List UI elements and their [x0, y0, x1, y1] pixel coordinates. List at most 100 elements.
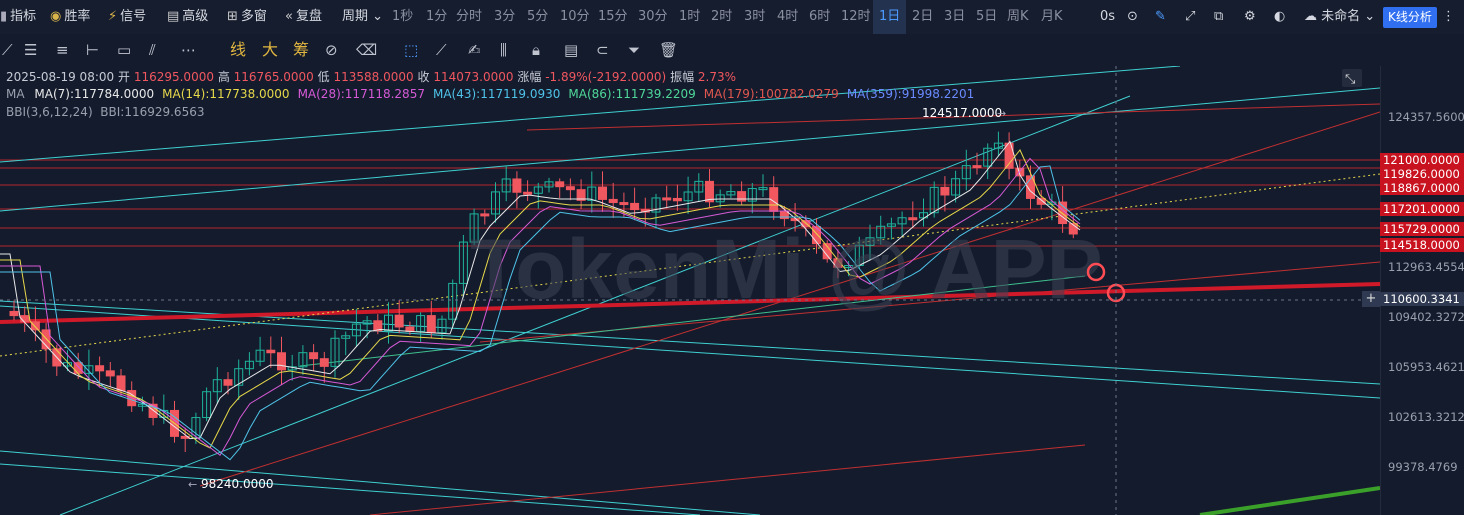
- ma-legend-item: MA(359):91998.2201: [846, 87, 975, 101]
- candle: [565, 178, 575, 201]
- candle: [30, 306, 40, 342]
- chevron-down-icon: ⌄: [372, 9, 384, 24]
- candle: [908, 201, 918, 229]
- candle: [212, 367, 222, 404]
- interval-tab-19[interactable]: 月K: [1041, 9, 1063, 24]
- kline-analysis-button[interactable]: K线分析: [1383, 7, 1437, 28]
- marker-circle: [1086, 262, 1106, 282]
- brush-icon[interactable]: ✍: [468, 41, 481, 59]
- candle: [159, 394, 169, 424]
- level-tag: 115729.0000: [1380, 222, 1464, 236]
- candle: [694, 173, 704, 202]
- more-tools-icon[interactable]: ⋯: [181, 41, 196, 59]
- popout-icon[interactable]: ⧉: [1214, 9, 1224, 24]
- price-axis[interactable]: [1380, 66, 1464, 515]
- ma-legend: MA MA(7):117784.0000 MA(14):117738.0000 MA…: [6, 87, 975, 101]
- pencil-icon[interactable]: ✎: [1155, 9, 1166, 24]
- candle: [619, 192, 629, 218]
- interval-tab-1[interactable]: 1分: [426, 9, 448, 24]
- tool-line[interactable]: 线: [230, 40, 247, 59]
- candle: [1004, 132, 1014, 180]
- gear-icon[interactable]: ⚙: [1244, 9, 1256, 24]
- interval-tab-14[interactable]: 1日: [873, 0, 907, 34]
- multi-window-button[interactable]: ⊞ 多窗: [227, 9, 267, 24]
- horizontal-lines-icon[interactable]: ≡: [56, 41, 69, 59]
- horizontal-segment-icon[interactable]: ⊢: [86, 41, 100, 59]
- interval-tab-13[interactable]: 12时: [841, 9, 871, 24]
- filter-icon[interactable]: ⏷: [628, 41, 641, 59]
- interval-tab-6[interactable]: 15分: [598, 9, 628, 24]
- candle: [533, 182, 543, 209]
- candle: [458, 234, 468, 298]
- candle: [501, 165, 511, 202]
- candle: [448, 279, 458, 328]
- green-line: [1199, 486, 1380, 515]
- rectangle-icon[interactable]: ▭: [117, 41, 132, 59]
- period-dropdown[interactable]: 周期 ⌄: [342, 9, 384, 24]
- advanced-icon: ▤: [167, 9, 180, 24]
- more-icon[interactable]: ⋮: [1442, 9, 1455, 24]
- fullscreen-icon[interactable]: ⤡: [1342, 69, 1362, 87]
- cursor-icon[interactable]: ⬚: [404, 41, 419, 59]
- eraser-icon[interactable]: ⌫: [356, 41, 378, 59]
- trend-line: [526, 103, 1380, 131]
- fib-icon[interactable]: ⫽: [149, 41, 156, 59]
- trash-icon[interactable]: 🗑︎: [659, 41, 679, 59]
- tool-big[interactable]: 大: [262, 40, 279, 59]
- interval-tab-3[interactable]: 3分: [494, 9, 516, 24]
- candle: [341, 331, 351, 356]
- indicators-button[interactable]: ▮ 指标: [0, 9, 37, 24]
- ma-line: [0, 140, 1081, 440]
- rewind-icon: «: [285, 9, 293, 24]
- ruler-icon[interactable]: ⟋: [436, 41, 447, 59]
- interval-tab-11[interactable]: 4时: [777, 9, 799, 24]
- theme-icon[interactable]: ◐: [1274, 9, 1286, 24]
- replay-button[interactable]: «复盘: [285, 9, 322, 24]
- camera-icon[interactable]: ⊙: [1127, 9, 1138, 24]
- swing-high-label: 124517.0000 →: [922, 106, 1006, 120]
- notes-icon[interactable]: ▤: [564, 41, 579, 59]
- interval-tab-7[interactable]: 30分: [638, 9, 668, 24]
- candle: [876, 215, 886, 245]
- interval-tab-10[interactable]: 3时: [744, 9, 766, 24]
- candle: [277, 336, 286, 385]
- interval-tab-15[interactable]: 2日: [912, 9, 934, 24]
- candle: [148, 396, 158, 426]
- add-alert-icon[interactable]: +: [1362, 291, 1380, 307]
- axis-label: 102613.3212: [1388, 410, 1464, 424]
- layout-dropdown[interactable]: ☁ 未命名 ⌄: [1304, 9, 1376, 24]
- interval-tab-18[interactable]: 周K: [1007, 9, 1029, 24]
- dotted-trend-line: [0, 173, 1380, 357]
- ma-legend-item: MA(7):117784.0000: [34, 87, 155, 101]
- interval-tab-0[interactable]: 1秒: [392, 9, 414, 24]
- link-icon[interactable]: ⊂: [596, 41, 609, 59]
- win-rate-button[interactable]: ◉ 胜率: [50, 9, 91, 24]
- ray-icon[interactable]: ⟋: [2, 41, 13, 59]
- candle: [940, 176, 950, 212]
- interval-tab-16[interactable]: 3日: [944, 9, 966, 24]
- lock-icon[interactable]: 🔒︎: [532, 41, 540, 59]
- candle: [608, 182, 618, 218]
- interval-tab-8[interactable]: 1时: [679, 9, 701, 24]
- interval-tab-12[interactable]: 6时: [809, 9, 831, 24]
- interval-tab-4[interactable]: 5分: [527, 9, 549, 24]
- trend-line: [0, 463, 701, 515]
- parallel-lines-icon[interactable]: ☰: [24, 41, 38, 59]
- candle: [672, 184, 682, 211]
- axis-label: 124357.5600: [1388, 110, 1464, 124]
- candle: [351, 308, 361, 348]
- watermark: TokenMi @ APP: [470, 222, 1103, 316]
- tool-chips[interactable]: 筹: [293, 40, 310, 59]
- candle: [394, 300, 404, 334]
- interval-tab-9[interactable]: 2时: [711, 9, 733, 24]
- advanced-button[interactable]: ▤ 高级: [167, 9, 209, 24]
- interval-tab-5[interactable]: 10分: [560, 9, 590, 24]
- magnet-icon[interactable]: ⊘: [325, 41, 338, 59]
- expand-icon[interactable]: ⤢: [1185, 9, 1196, 24]
- interval-tab-17[interactable]: 5日: [976, 9, 998, 24]
- price-chart[interactable]: TokenMi @ APP 124517.0000 → ← 98240.0000…: [0, 66, 1380, 515]
- trend-line: [0, 305, 1380, 399]
- candles-icon[interactable]: ⫼: [500, 41, 507, 59]
- signal-button[interactable]: ⚡ 信号: [108, 9, 147, 24]
- interval-tab-2[interactable]: 分时: [456, 9, 483, 24]
